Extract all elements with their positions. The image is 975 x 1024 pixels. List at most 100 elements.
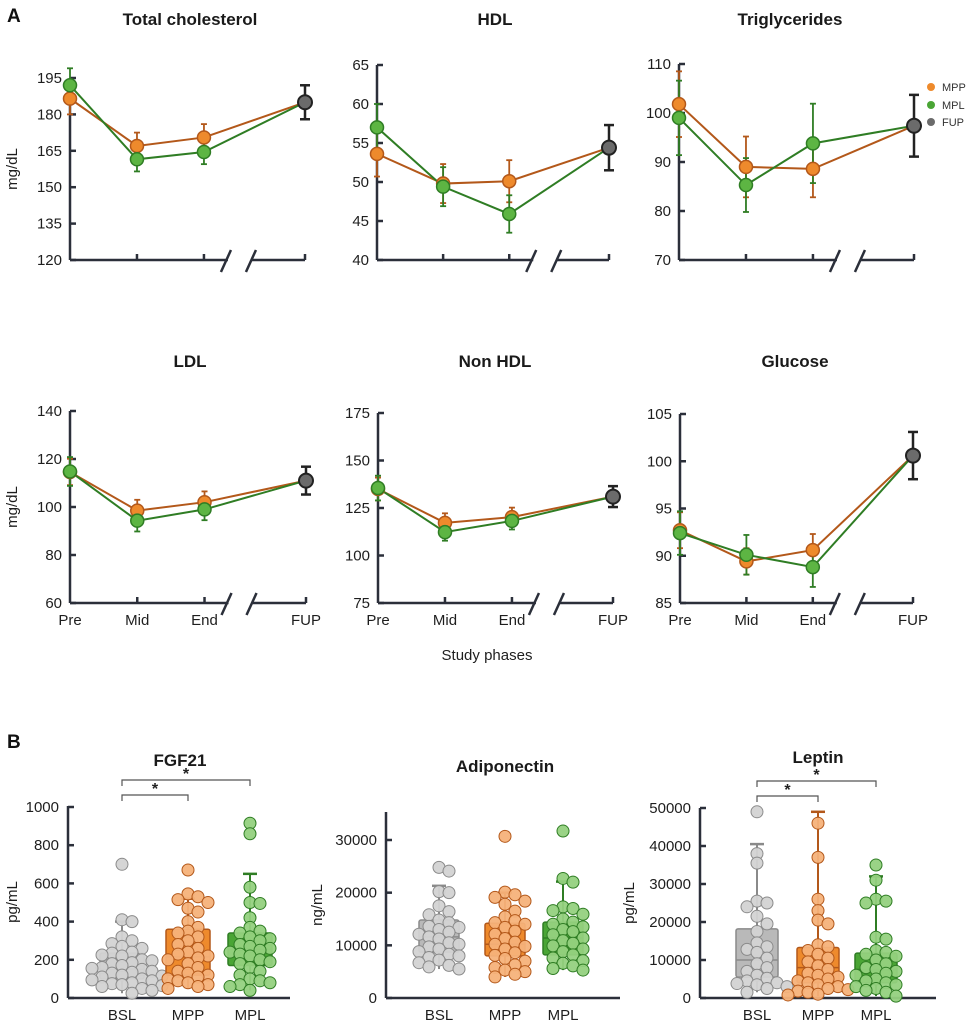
series-line-mpl xyxy=(679,454,914,569)
data-point-mpp xyxy=(129,138,145,154)
line-chart-non-hdl: Non HDL 75 100 125 150 175 Pre Mid End FUP xyxy=(345,352,628,629)
significance-bracket: * xyxy=(756,767,877,787)
data-point-mpl xyxy=(889,978,903,992)
data-point-mpp xyxy=(821,917,835,931)
y-tick-label: 100 xyxy=(345,548,370,565)
box-chart-adiponectin: Adiponectin 0 10000 20000 30000 ng/mL BSL MPP MP… xyxy=(309,757,620,1024)
y-axis-label: pg/mL xyxy=(4,881,21,923)
x-tick-label: BSL xyxy=(743,1007,771,1024)
y-axis-label: mg/dL xyxy=(4,486,21,528)
y-tick-label: 75 xyxy=(353,595,370,612)
x-tick-label: MPP xyxy=(802,1007,835,1024)
data-point-bsl xyxy=(750,856,764,870)
y-tick-label: 150 xyxy=(37,179,62,196)
y-tick-label: 45 xyxy=(352,213,369,230)
box-chart-leptin: Leptin 0 10000 20000 30000 40000 50000 pg/mL BSL… xyxy=(621,748,936,1024)
x-tick-label: BSL xyxy=(425,1007,453,1024)
data-point-bsl xyxy=(750,925,764,938)
y-axis-label: ng/mL xyxy=(309,884,326,926)
x-tick-label: End xyxy=(799,612,826,629)
data-point-mpl xyxy=(437,524,453,540)
legend-item-fup: FUP xyxy=(927,117,964,129)
data-point-mpp xyxy=(201,896,215,909)
data-point-mpp xyxy=(191,905,205,919)
x-tick-label: End xyxy=(499,612,526,629)
y-tick-label: 135 xyxy=(37,216,62,233)
data-point-mpl xyxy=(576,963,590,977)
y-tick-label: 100 xyxy=(37,499,62,516)
box-group-bsl xyxy=(412,860,466,976)
data-point-mpp xyxy=(518,917,532,931)
data-point-mpl xyxy=(859,896,873,910)
data-point-mpl xyxy=(243,983,257,997)
data-point-mpl xyxy=(576,907,590,921)
line-chart-glucose: Glucose 85 90 95 100 105 Pre Mid End FUP xyxy=(647,352,928,629)
legend: MPP MPL FUP xyxy=(927,82,966,129)
x-tick-label: Mid xyxy=(734,612,758,629)
series-line-mpp xyxy=(678,103,915,170)
data-point-mpl xyxy=(739,547,754,563)
data-point-mpp xyxy=(191,890,205,904)
axis-break-mark xyxy=(527,592,541,616)
data-point-bsl xyxy=(452,949,466,963)
y-tick-label: 175 xyxy=(345,405,370,422)
chart-title: HDL xyxy=(478,10,513,29)
chart-title: Adiponectin xyxy=(456,757,554,776)
y-axis-label: mg/dL xyxy=(4,148,21,190)
series-line-mpp xyxy=(376,146,610,185)
data-point-mpp xyxy=(488,890,502,904)
data-point-mpl xyxy=(62,464,78,479)
data-point-bsl xyxy=(125,915,139,929)
y-tick-label: 20000 xyxy=(335,885,377,902)
data-point-fup xyxy=(297,94,313,111)
axis-break-mark xyxy=(828,592,841,616)
data-point-bsl xyxy=(740,900,754,914)
data-point-mpl xyxy=(671,110,687,126)
data-point-mpl xyxy=(253,896,267,910)
y-tick-label: 20000 xyxy=(649,914,691,931)
data-point-mpp xyxy=(811,987,825,1001)
legend-label-mpl: MPL xyxy=(942,100,965,112)
data-point-mpp xyxy=(508,924,522,938)
x-tick-label: MPL xyxy=(235,1007,266,1024)
data-point-mpl xyxy=(263,955,277,969)
charts-container: Total cholesterol 120 135 150 165 180 195 mg/dL… xyxy=(4,10,936,1024)
axis-break-mark xyxy=(828,249,842,273)
y-tick-label: 400 xyxy=(34,914,59,931)
data-point-mpl xyxy=(869,873,883,887)
chart-title: Triglycerides xyxy=(738,10,843,29)
data-point-mpl xyxy=(566,901,580,915)
panel-b-letter: B xyxy=(7,732,21,753)
chart-title: Total cholesterol xyxy=(123,10,258,29)
chart-title: Glucose xyxy=(761,352,828,371)
y-tick-label: 195 xyxy=(37,70,62,87)
panel-a-letter: A xyxy=(7,6,21,27)
data-point-mpp xyxy=(171,926,185,940)
y-tick-label: 150 xyxy=(345,453,370,470)
significance-star: * xyxy=(152,781,159,798)
data-point-bsl xyxy=(115,978,129,992)
data-point-mpl xyxy=(370,480,386,496)
x-tick-label: MPP xyxy=(172,1007,205,1024)
data-point-mpl xyxy=(869,858,883,872)
y-tick-label: 120 xyxy=(37,252,62,269)
data-point-mpl xyxy=(879,932,893,946)
y-tick-label: 95 xyxy=(655,501,672,518)
y-tick-label: 70 xyxy=(654,252,671,269)
series-line-mpl xyxy=(69,470,307,522)
data-point-mpl xyxy=(879,894,893,908)
data-point-mpp xyxy=(62,91,78,106)
data-point-mpl xyxy=(859,983,873,997)
x-tick-label: End xyxy=(191,612,218,629)
data-point-mpp xyxy=(498,897,512,911)
y-tick-label: 120 xyxy=(37,451,62,468)
legend-item-mpl: MPL xyxy=(927,100,965,112)
data-point-fup xyxy=(601,139,617,156)
data-point-mpl xyxy=(889,949,903,963)
y-tick-label: 1000 xyxy=(26,799,59,816)
significance-bracket: * xyxy=(121,766,251,786)
y-tick-label: 30000 xyxy=(335,832,377,849)
data-point-bsl xyxy=(115,857,129,871)
data-point-bsl xyxy=(750,909,764,923)
